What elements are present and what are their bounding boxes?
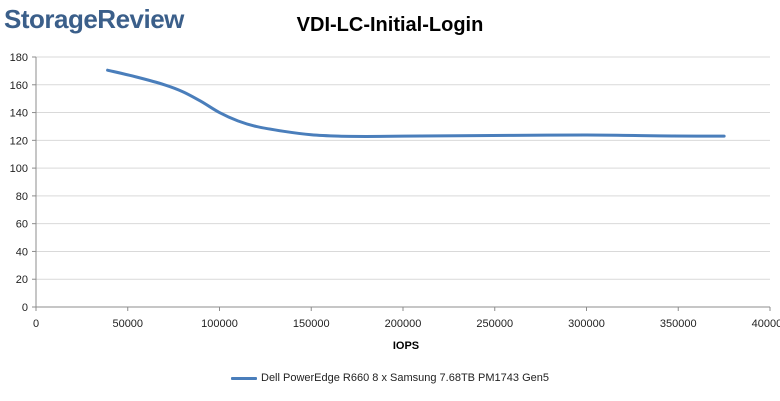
legend-swatch [231, 376, 257, 380]
y-tick-label: 180 [10, 52, 28, 64]
y-tick-label: 60 [16, 219, 28, 231]
y-tick-label: 100 [10, 163, 28, 175]
x-tick-label: 50000 [112, 318, 143, 330]
x-tick-label: 300000 [568, 318, 605, 330]
brand-logo-text: StorageReview [4, 4, 184, 34]
chart-title: VDI-LC-Initial-Login [296, 14, 484, 36]
x-tick-label: 250000 [476, 318, 513, 330]
series-line-0 [106, 68, 726, 138]
legend: Dell PowerEdge R660 8 x Samsung 7.68TB P… [0, 372, 780, 384]
y-tick-label: 140 [10, 108, 28, 120]
y-tick-label: 40 [16, 246, 28, 258]
y-tick-label: 160 [10, 80, 28, 92]
x-tick-label: 0 [33, 318, 39, 330]
x-tick-label: 150000 [293, 318, 330, 330]
y-tick-label: 80 [16, 191, 28, 203]
x-axis-label: IOPS [393, 340, 419, 352]
x-tick-label: 200000 [385, 318, 422, 330]
x-tick-label: 100000 [201, 318, 238, 330]
y-tick-label: 120 [10, 135, 28, 147]
legend-entry: Dell PowerEdge R660 8 x Samsung 7.68TB P… [261, 372, 549, 384]
y-tick-label: 0 [22, 302, 28, 314]
y-tick-label: 20 [16, 274, 28, 286]
x-tick-label: 350000 [660, 318, 697, 330]
